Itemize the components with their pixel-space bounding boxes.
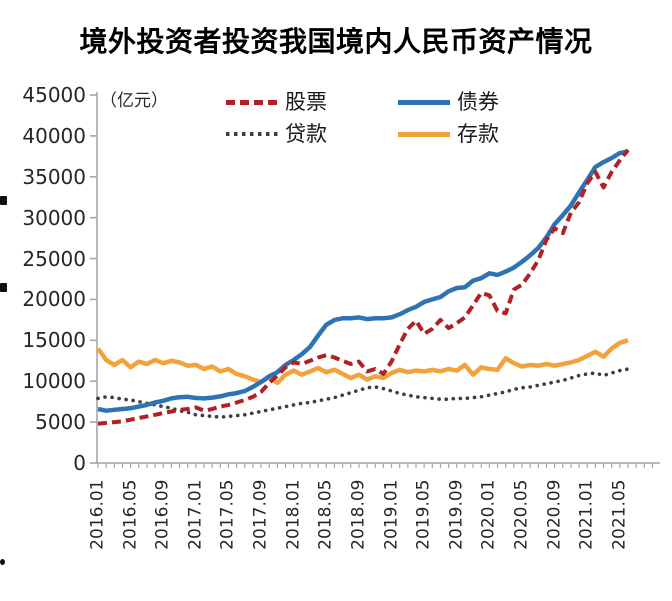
x-axis-tick-label: 2019.09 xyxy=(446,479,467,550)
legend-label-deposits: 存款 xyxy=(457,122,499,146)
legend-item-bonds: 债券 xyxy=(398,89,499,115)
x-axis-tick-label: 2019.01 xyxy=(381,479,402,550)
legend-item-stocks: 股票 xyxy=(226,89,327,115)
x-axis-tick-label: 2018.01 xyxy=(283,479,304,550)
y-axis-tick-label: 0 xyxy=(73,451,86,475)
x-axis-tick-label: 2017.01 xyxy=(185,479,206,550)
x-axis-tick-label: 2020.09 xyxy=(544,479,565,550)
loans-line-swatch xyxy=(226,132,278,136)
left-edge-artifact xyxy=(0,283,7,292)
series-line-deposits xyxy=(96,338,629,386)
x-axis-tick-label: 2017.05 xyxy=(217,479,238,550)
x-axis-tick-label: 2018.09 xyxy=(348,479,369,550)
y-axis-tick-label: 20000 xyxy=(22,287,86,312)
deposits-line-swatch xyxy=(398,131,450,137)
axis-unit-label: （亿元） xyxy=(100,91,168,111)
x-axis-tick-label: 2021.01 xyxy=(576,479,597,550)
legend-label-loans: 贷款 xyxy=(285,122,327,146)
x-axis-tick-label: 2016.09 xyxy=(152,479,173,550)
y-axis-tick-label: 25000 xyxy=(22,246,86,271)
y-axis-tick-label: 35000 xyxy=(22,164,86,189)
x-axis-tick-label: 2016.05 xyxy=(120,479,141,550)
series-line-loans xyxy=(96,367,630,420)
y-axis-tick-label: 45000 xyxy=(22,83,86,107)
x-axis-tick-label: 2019.05 xyxy=(413,479,434,550)
series-line-stocks xyxy=(97,148,630,426)
x-axis-tick-label: 2018.05 xyxy=(315,479,336,550)
y-axis-tick-label: 40000 xyxy=(22,123,86,148)
x-axis-tick-label: 2020.01 xyxy=(478,479,499,550)
left-edge-artifact xyxy=(0,559,5,565)
left-edge-artifact xyxy=(0,196,7,205)
x-axis-tick-label: 2021.05 xyxy=(609,479,630,550)
x-axis-tick-label: 2020.05 xyxy=(511,479,532,550)
y-axis-tick-label: 15000 xyxy=(22,328,86,353)
stocks-line-swatch xyxy=(226,99,278,105)
bonds-line-swatch xyxy=(398,99,450,105)
legend-item-deposits: 存款 xyxy=(398,121,499,147)
y-axis-tick-label: 10000 xyxy=(22,369,86,394)
x-axis-tick-label: 2017.09 xyxy=(250,479,271,550)
legend-label-bonds: 债券 xyxy=(457,90,499,114)
legend-label-stocks: 股票 xyxy=(285,90,327,114)
legend-item-loans: 贷款 xyxy=(226,121,327,147)
series-line-bonds xyxy=(97,149,629,413)
y-axis-tick-label: 30000 xyxy=(22,205,86,230)
chart-title: 境外投资者投资我国境内人民币资产情况 xyxy=(79,25,593,58)
y-axis-tick-label: 5000 xyxy=(35,410,86,435)
x-axis-tick-label: 2016.01 xyxy=(87,479,108,550)
